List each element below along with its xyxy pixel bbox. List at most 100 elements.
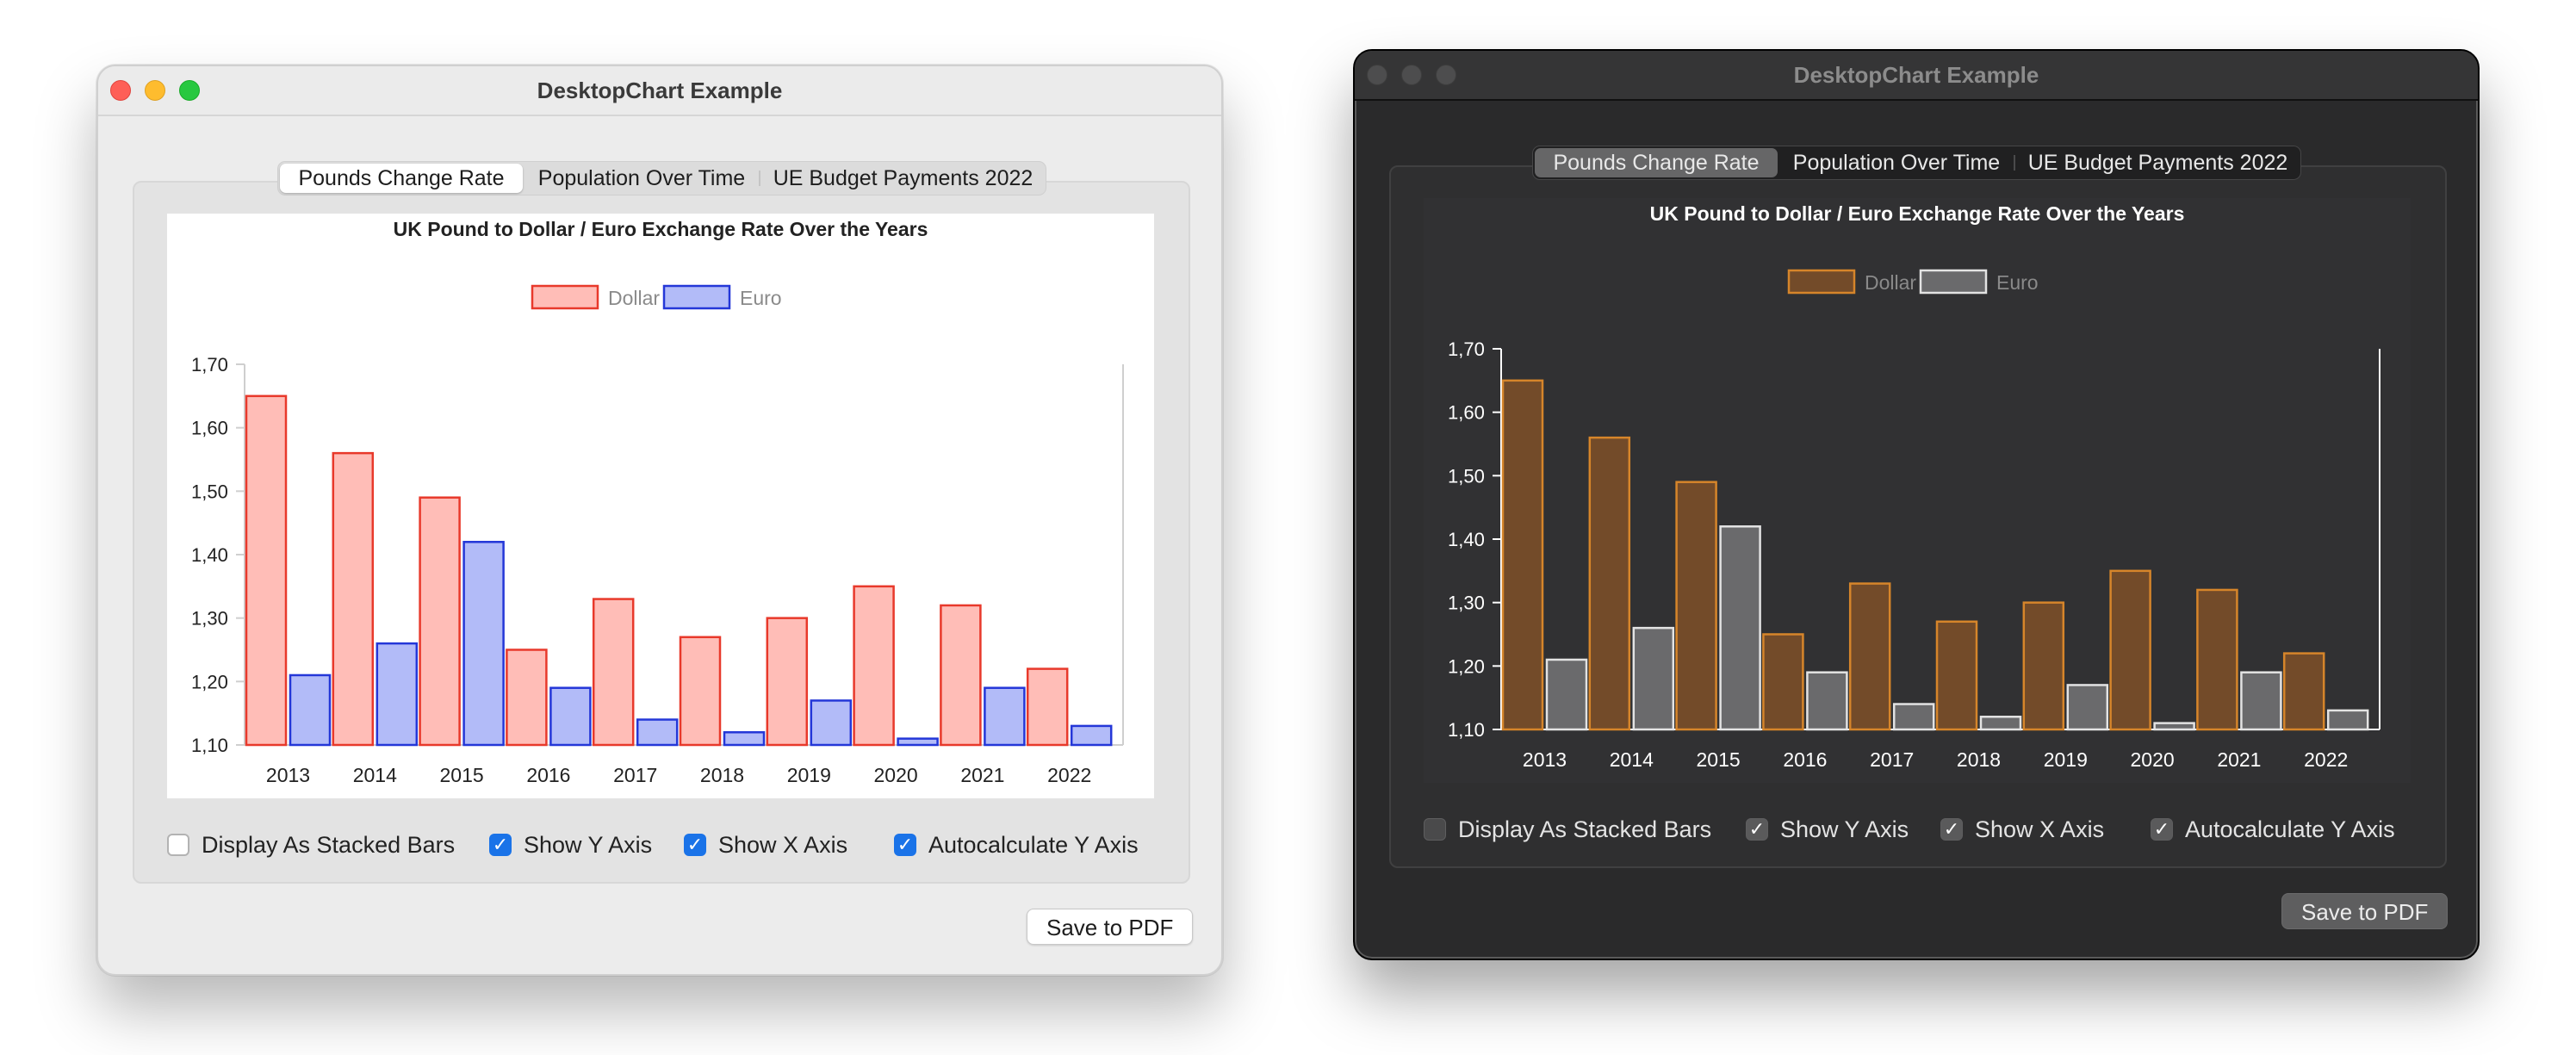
tab-pounds-change-rate[interactable]: Pounds Change Rate (280, 164, 523, 193)
bar-dollar-2013 (245, 394, 288, 747)
stacked-bars-checkbox[interactable]: Display As Stacked Bars (167, 828, 455, 862)
bar-dollar-2021 (2196, 588, 2238, 731)
bar-euro-2016 (549, 686, 592, 747)
bar-euro-2017 (636, 718, 679, 747)
bar-dollar-2022 (2282, 652, 2325, 731)
checkbox-box[interactable]: ✓ (1746, 818, 1768, 841)
exchange-rate-chart: UK Pound to Dollar / Euro Exchange Rate … (1448, 202, 2380, 771)
legend-swatch-euro (662, 284, 731, 310)
checkbox-box[interactable]: ✓ (2151, 818, 2173, 841)
x-tick-label: 2015 (440, 764, 484, 786)
x-tick-label: 2018 (1957, 748, 2001, 771)
stacked-bars-label: Display As Stacked Bars (1458, 816, 1712, 842)
show-x-axis-checkbox[interactable]: ✓ Show X Axis (684, 828, 847, 862)
y-tick-label: 1,60 (191, 418, 228, 439)
minimize-window-button[interactable] (145, 80, 165, 101)
zoom-window-button[interactable] (179, 80, 200, 101)
stacked-bars-checkbox[interactable]: Display As Stacked Bars (1424, 812, 1711, 847)
title-bar[interactable]: DesktopChart Example (1355, 51, 2478, 101)
checkbox-box[interactable] (167, 834, 189, 856)
bar-euro-2019 (2066, 684, 2109, 731)
tab-ue-budget-payments[interactable]: UE Budget Payments 2022 (2027, 150, 2288, 175)
bar-dollar-2015 (1675, 481, 1717, 731)
autocalculate-y-axis-checkbox[interactable]: ✓ Autocalculate Y Axis (2151, 812, 2395, 847)
bar-euro-2022 (2326, 709, 2369, 731)
y-tick-label: 1,30 (191, 608, 228, 630)
checkbox-box[interactable]: ✓ (684, 834, 706, 856)
bar-dollar-2016 (506, 649, 548, 747)
bar-dollar-2018 (679, 636, 722, 747)
show-y-axis-label: Show Y Axis (1780, 816, 1909, 842)
bar-euro-2014 (1632, 626, 1675, 731)
x-tick-label: 2021 (2217, 748, 2261, 771)
bar-euro-2018 (723, 731, 766, 747)
legend-label-dollar: Dollar (608, 287, 660, 309)
bar-euro-2016 (1806, 671, 1848, 731)
x-tick-label: 2016 (1783, 748, 1827, 771)
bar-euro-2021 (2240, 671, 2282, 731)
minimize-window-button[interactable] (1401, 65, 1422, 85)
save-to-pdf-button[interactable]: Save to PDF (1027, 909, 1194, 945)
bar-dollar-2015 (419, 496, 461, 747)
checkbox-box[interactable] (1424, 818, 1446, 841)
y-tick-label: 1,50 (191, 481, 228, 502)
x-tick-label: 2019 (787, 764, 831, 786)
tab-pounds-change-rate[interactable]: Pounds Change Rate (1535, 148, 1778, 177)
bar-euro-2013 (1545, 658, 1588, 731)
tab-ue-budget-payments[interactable]: UE Budget Payments 2022 (773, 165, 1034, 190)
show-y-axis-checkbox[interactable]: ✓ Show Y Axis (1746, 812, 1909, 847)
tab-population-over-time[interactable]: Population Over Time (1778, 148, 2015, 177)
save-to-pdf-button[interactable]: Save to PDF (2281, 893, 2449, 929)
bar-dollar-2018 (1935, 620, 1978, 731)
close-window-button[interactable] (110, 80, 131, 101)
bar-dollar-2013 (1501, 379, 1544, 731)
exchange-rate-chart: UK Pound to Dollar / Euro Exchange Rate … (191, 218, 1124, 786)
bar-dollar-2022 (1026, 667, 1069, 747)
x-tick-label: 2021 (960, 764, 1004, 786)
x-tick-label: 2014 (1610, 748, 1654, 771)
autocalculate-y-axis-label: Autocalculate Y Axis (2185, 816, 2395, 842)
y-tick-label: 1,20 (191, 671, 228, 692)
y-tick-label: 1,20 (1448, 655, 1485, 677)
tab-population-over-time[interactable]: Population Over Time (523, 164, 760, 193)
bar-dollar-2017 (1848, 582, 1891, 731)
show-x-axis-label: Show X Axis (718, 831, 848, 858)
legend-swatch-dollar (531, 284, 599, 310)
legend-label-euro: Euro (740, 287, 782, 309)
show-y-axis-checkbox[interactable]: ✓ Show Y Axis (489, 828, 652, 862)
bar-euro-2020 (2153, 722, 2195, 731)
x-tick-label: 2022 (1047, 764, 1091, 786)
legend-swatch-euro (1919, 269, 1988, 295)
bar-euro-2018 (1979, 716, 2022, 731)
title-bar[interactable]: DesktopChart Example (98, 66, 1221, 116)
checkbox-box[interactable]: ✓ (1940, 818, 1963, 841)
show-x-axis-checkbox[interactable]: ✓ Show X Axis (1940, 812, 2104, 847)
autocalculate-y-axis-label: Autocalculate Y Axis (928, 831, 1139, 858)
checkbox-box[interactable]: ✓ (489, 834, 512, 856)
checkbox-box[interactable]: ✓ (894, 834, 916, 856)
y-tick-label: 1,10 (1448, 719, 1485, 741)
x-tick-label: 2018 (700, 764, 744, 786)
x-tick-label: 2020 (2131, 748, 2175, 771)
bar-dollar-2016 (1762, 633, 1804, 731)
x-tick-label: 2016 (526, 764, 570, 786)
show-y-axis-label: Show Y Axis (524, 831, 653, 858)
legend-swatch-dollar (1787, 269, 1856, 295)
bar-euro-2013 (289, 673, 332, 747)
x-tick-label: 2014 (353, 764, 397, 786)
y-tick-label: 1,10 (191, 735, 228, 756)
x-tick-label: 2013 (266, 764, 310, 786)
close-window-button[interactable] (1367, 65, 1387, 85)
zoom-window-button[interactable] (1436, 65, 1456, 85)
x-tick-label: 2020 (874, 764, 918, 786)
y-tick-label: 1,70 (191, 354, 228, 375)
bar-dollar-2014 (1588, 436, 1631, 731)
y-tick-label: 1,40 (1448, 529, 1485, 550)
bar-euro-2017 (1892, 703, 1935, 731)
bar-euro-2021 (984, 686, 1026, 747)
bar-euro-2019 (810, 699, 853, 747)
chart-title: UK Pound to Dollar / Euro Exchange Rate … (1650, 202, 2185, 225)
x-tick-label: 2022 (2304, 748, 2348, 771)
bar-dollar-2019 (2022, 601, 2065, 731)
autocalculate-y-axis-checkbox[interactable]: ✓ Autocalculate Y Axis (894, 828, 1139, 862)
